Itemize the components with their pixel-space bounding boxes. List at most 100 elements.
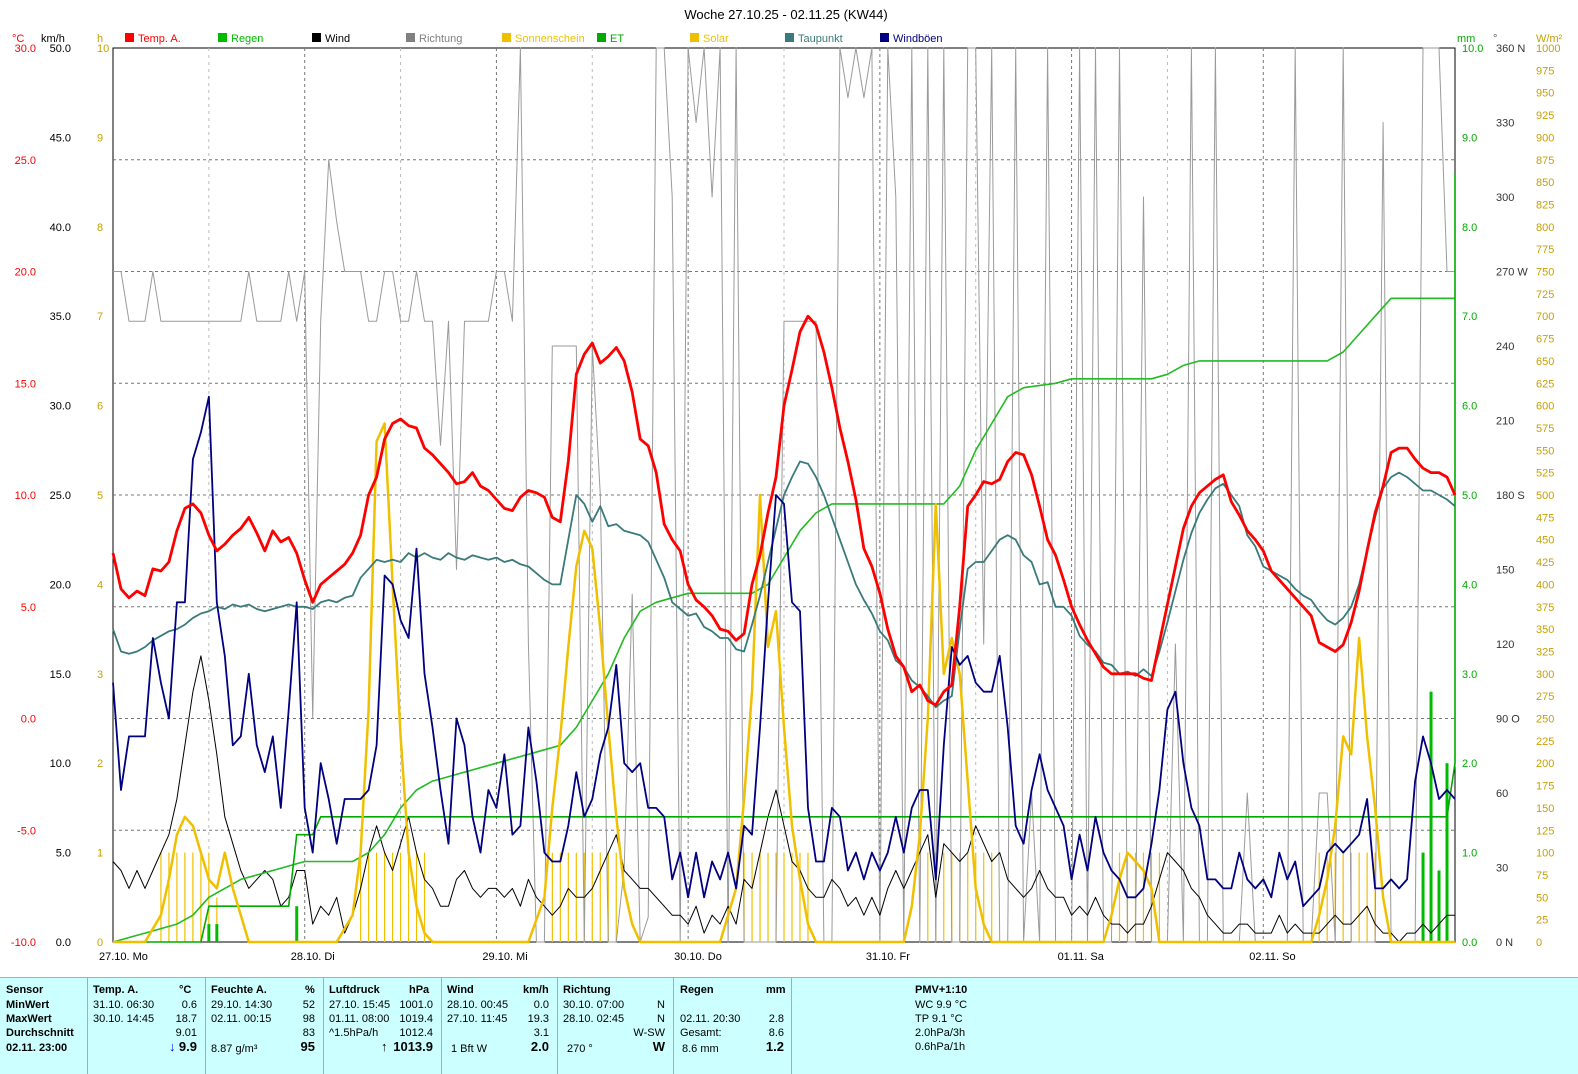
legend-label: Solar [703, 33, 729, 45]
legend-label: Taupunkt [798, 33, 843, 45]
row-max: MaxWert [6, 1013, 52, 1025]
solar-line [113, 422, 1455, 944]
solar-tick-label: 950 [1536, 88, 1554, 100]
legend-label: Windböen [893, 33, 943, 45]
line-layer [111, 47, 1457, 944]
col-pmv: PMV+1:10 WC 9.9 °C TP 9.1 °C 2.0hPa/3h 0… [915, 978, 1035, 1074]
row-current: 02.11. 23:00 [6, 1042, 68, 1054]
press-avg-value: 1012.4 [399, 1027, 433, 1039]
solar-tick-label: 725 [1536, 289, 1554, 301]
solar-tick-label: 425 [1536, 557, 1554, 569]
direction-tick-label: 210 [1496, 416, 1514, 428]
legend-swatch [785, 33, 794, 42]
sun-tick-label: 0 [97, 937, 103, 949]
dir-avg-value: W-SW [633, 1027, 665, 1039]
rain-tick-label: 3.0 [1462, 669, 1477, 681]
temp-tick-label: -10.0 [11, 937, 36, 949]
solar-tick-label: 850 [1536, 177, 1554, 189]
press-min-value: 1001.0 [399, 999, 433, 1011]
hdr-wind: Wind [447, 984, 474, 996]
legend-label: Regen [231, 33, 263, 45]
separator [441, 978, 442, 1074]
hdr-pressure: Luftdruck [329, 984, 380, 996]
row-min: MinWert [6, 999, 50, 1011]
tick-layer: 30.025.020.015.010.05.00.0-5.0-10.050.04… [11, 43, 1561, 963]
direction-tick-label: 270 W [1496, 267, 1528, 279]
hum-max-time: 02.11. 00:15 [211, 1013, 272, 1025]
rain-bar [1421, 852, 1425, 942]
direction-tick-label: 0 N [1496, 937, 1513, 949]
wind-max-value: 19.3 [527, 1013, 549, 1025]
legend-label: Temp. A. [138, 33, 181, 45]
temp-unit: °C [12, 33, 24, 45]
day-label: 31.10. Fr [866, 951, 910, 963]
solar-tick-label: 25 [1536, 915, 1548, 927]
solar-tick-label: 700 [1536, 311, 1554, 323]
day-label: 27.10. Mo [99, 951, 148, 963]
rain-tick-label: 6.0 [1462, 401, 1477, 413]
col-sensor: Sensor MinWert MaxWert Durchschnitt 02.1… [6, 978, 86, 1074]
legend-swatch [502, 33, 511, 42]
temp-current-value: 9.9 [178, 1039, 197, 1054]
day-label: 29.10. Mi [482, 951, 527, 963]
solar-tick-label: 375 [1536, 602, 1554, 614]
hdr-sensor: Sensor [6, 984, 44, 996]
sun-tick-label: 2 [97, 758, 103, 770]
solar-tick-label: 650 [1536, 356, 1554, 368]
solar-tick-label: 550 [1536, 445, 1554, 457]
col-pressure: Luftdruck hPa 27.10. 15:45 1001.0 01.11.… [329, 978, 437, 1074]
dir-unit: ° [1493, 33, 1497, 45]
solar-tick-label: 300 [1536, 669, 1554, 681]
direction-tick-label: 90 O [1496, 714, 1520, 726]
summary-panel: Sensor MinWert MaxWert Durchschnitt 02.1… [0, 977, 1578, 1074]
solar-tick-label: 400 [1536, 579, 1554, 591]
dir-max-time: 28.10. 02:45 [563, 1013, 625, 1025]
wind-current-value: 2.0 [530, 1039, 549, 1054]
solar-tick-label: 900 [1536, 132, 1554, 144]
press-max-value: 1019.4 [399, 1013, 433, 1025]
rain-max-value: 2.8 [768, 1013, 784, 1025]
legend-swatch [880, 33, 889, 42]
wind-tick-label: 40.0 [50, 222, 71, 234]
solar-tick-label: 275 [1536, 691, 1554, 703]
dir-degrees: 270 ° [567, 1043, 593, 1055]
col-direction: Richtung 30.10. 07:00 N 28.10. 02:45 N W… [563, 978, 667, 1074]
temp-tick-label: 20.0 [15, 267, 36, 279]
legend-swatch [597, 33, 606, 42]
hdr-temp-unit: °C [179, 984, 192, 996]
temp-tick-label: 10.0 [15, 490, 36, 502]
solar-tick-label: 75 [1536, 870, 1548, 882]
rain-unit: mm [1457, 33, 1475, 45]
col-humidity: Feuchte A. % 29.10. 14:30 52 02.11. 00:1… [211, 978, 319, 1074]
solar-tick-label: 575 [1536, 423, 1554, 435]
sun-tick-label: 1 [97, 848, 103, 860]
sun-tick-label: 6 [97, 401, 103, 413]
hum-max-value: 98 [302, 1013, 315, 1025]
axis-units: °C km/h h mm ° W/m² [12, 33, 1563, 45]
solar-tick-label: 625 [1536, 378, 1554, 390]
rain-tick-label: 4.0 [1462, 579, 1477, 591]
dewpoint-line [112, 460, 1456, 709]
wind-tick-label: 5.0 [56, 848, 71, 860]
wind-line [112, 655, 1455, 943]
chart-title: Woche 27.10.25 - 02.11.25 (KW44) [684, 7, 887, 22]
rain-bar [207, 924, 211, 942]
solar-tick-label: 450 [1536, 535, 1554, 547]
separator [205, 978, 206, 1074]
temp-tick-label: 25.0 [15, 155, 36, 167]
separator [323, 978, 324, 1074]
sun-tick-label: 8 [97, 222, 103, 234]
sun-tick-label: 9 [97, 132, 103, 144]
wind-tick-label: 0.0 [56, 937, 71, 949]
press-min-time: 27.10. 15:45 [329, 999, 391, 1011]
rain-current-value: 1.2 [765, 1039, 784, 1054]
rain-total-value: 8.6 [768, 1027, 784, 1039]
wind-min-value: 0.0 [533, 999, 549, 1011]
day-label: 30.10. Do [674, 951, 722, 963]
wind-tick-label: 50.0 [50, 43, 71, 55]
dir-min-time: 30.10. 07:00 [563, 999, 625, 1011]
rain-total-label: Gesamt: [680, 1027, 722, 1039]
direction-tick-label: 60 [1496, 788, 1508, 800]
col-wind: Wind km/h 28.10. 00:45 0.0 27.10. 11:45 … [447, 978, 553, 1074]
day-label: 01.11. Sa [1058, 951, 1105, 963]
